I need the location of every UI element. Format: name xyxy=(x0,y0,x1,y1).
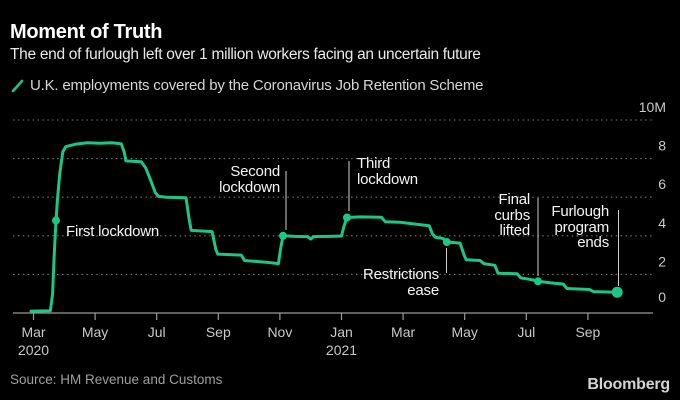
y-axis-labels: 10M 8 6 4 2 0 xyxy=(639,99,666,305)
event-marker-final-curbs-lifted xyxy=(534,277,542,286)
annotation-third-lockdown: Third lockdown xyxy=(357,155,418,188)
legend: U.K. employments covered by the Coronavi… xyxy=(11,77,483,94)
x-axis-sublabel: 2020 xyxy=(18,342,49,358)
x-axis-label: Jul xyxy=(148,324,166,340)
x-axis-label: Nov xyxy=(267,324,292,340)
x-axis-label: Mar xyxy=(21,324,45,340)
legend-slash-icon xyxy=(11,79,24,92)
series-path xyxy=(29,141,619,313)
y-axis-label: 6 xyxy=(658,176,666,192)
page-title: Moment of Truth xyxy=(10,21,163,43)
event-marker-third-lockdown xyxy=(343,213,351,222)
bloomberg-logo: Bloomberg xyxy=(587,376,670,393)
series-markers xyxy=(52,213,623,298)
source-note: Source: HM Revenue and Customs xyxy=(10,372,223,387)
event-marker-first-lockdown xyxy=(52,216,60,225)
event-marker-restrictions-ease xyxy=(442,238,451,246)
x-axis-label: Mar xyxy=(391,324,415,340)
annotation-restrictions-ease: Restrictions ease xyxy=(363,266,439,299)
x-axis-label: Sep xyxy=(206,324,231,340)
annotation-second-lockdown: Second lockdown xyxy=(219,163,280,196)
x-axis-labels: Mar 2020 May Jul Sep Nov Jan 2021 Mar May Jul Sep xyxy=(18,324,601,358)
annotation-furlough-program-ends: Furlough program ends xyxy=(551,203,609,251)
y-axis-label: 8 xyxy=(658,138,666,154)
y-axis-label: 2 xyxy=(658,253,666,269)
y-axis-label: 0 xyxy=(658,289,666,305)
series-line xyxy=(29,141,619,313)
x-axis-label: Sep xyxy=(575,324,600,340)
legend-label: U.K. employments covered by the Coronavi… xyxy=(30,77,484,94)
x-axis-label: May xyxy=(451,324,477,340)
page-subtitle: The end of furlough left over 1 million … xyxy=(10,46,481,63)
x-axis-sublabel: 2021 xyxy=(326,342,357,358)
annotation-connectors xyxy=(285,161,619,286)
event-marker-furlough-program-ends xyxy=(611,286,623,298)
x-axis-label: Jul xyxy=(517,324,535,340)
y-axis-label: 10M xyxy=(639,99,666,115)
x-axis-label: Jan xyxy=(330,324,353,340)
y-axis-label: 4 xyxy=(658,215,666,231)
axis xyxy=(13,312,653,320)
x-axis-label: May xyxy=(82,324,108,340)
annotation-first-lockdown: First lockdown xyxy=(66,223,160,240)
annotation-final-curbs-lifted: Final curbs lifted xyxy=(494,191,530,239)
event-marker-second-lockdown xyxy=(279,231,287,240)
